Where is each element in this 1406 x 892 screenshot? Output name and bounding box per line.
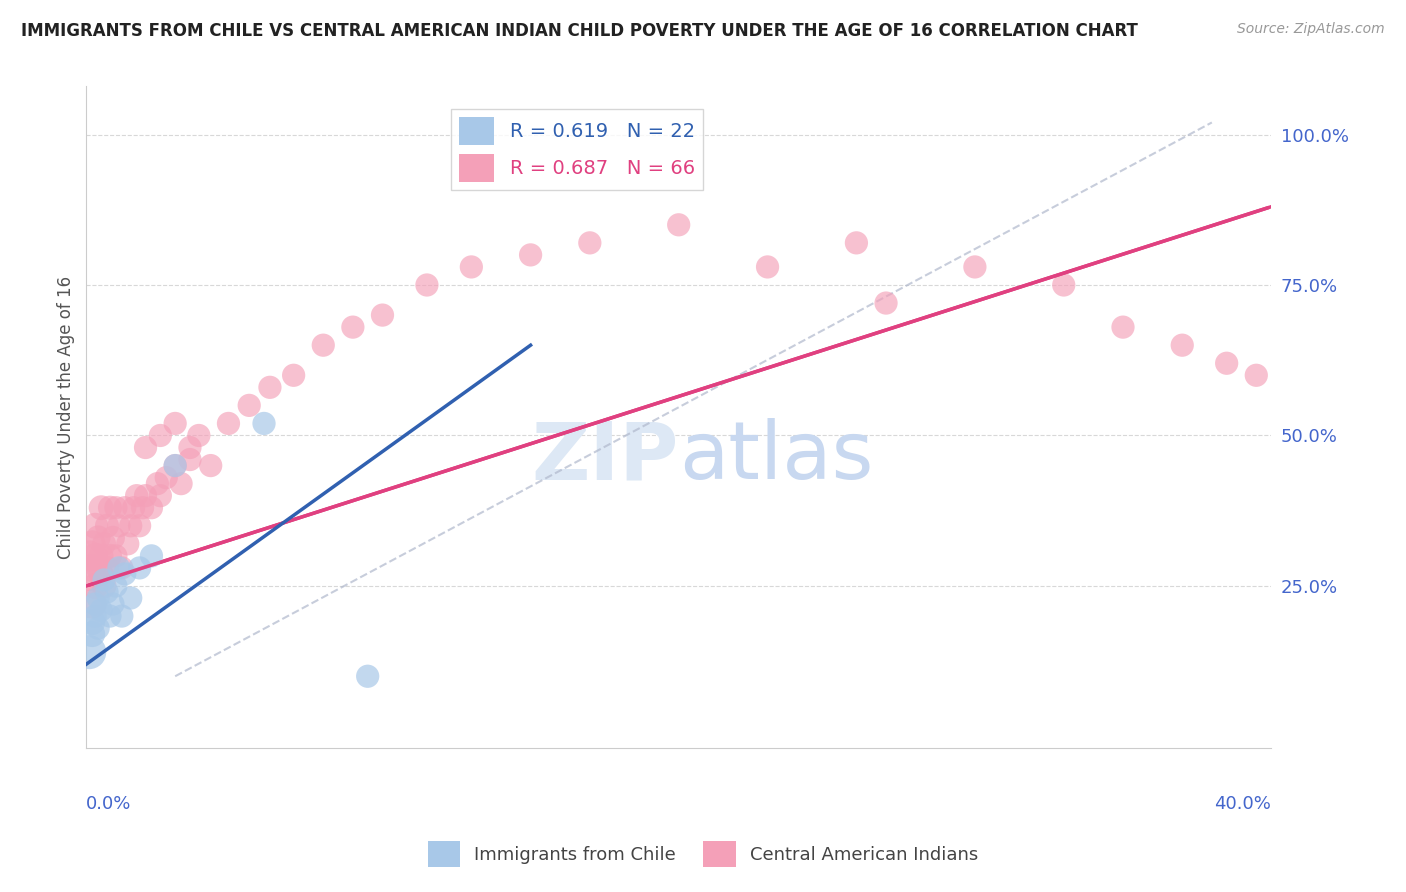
Point — [120, 518, 142, 533]
Point — [93, 573, 115, 587]
Point — [82, 561, 104, 575]
Point — [342, 320, 364, 334]
Text: ZIP: ZIP — [531, 418, 679, 496]
Point — [84, 597, 107, 611]
Point — [131, 500, 153, 515]
Point — [84, 518, 107, 533]
Point — [1053, 278, 1076, 293]
Point — [90, 500, 112, 515]
Point — [93, 537, 115, 551]
Point — [165, 458, 187, 473]
Point — [98, 549, 121, 563]
Point — [283, 368, 305, 383]
Point — [179, 441, 201, 455]
Point — [141, 500, 163, 515]
Point — [170, 476, 193, 491]
Point — [111, 609, 134, 624]
Point — [120, 591, 142, 605]
Point — [108, 561, 131, 575]
Point — [101, 531, 124, 545]
Y-axis label: Child Poverty Under the Age of 16: Child Poverty Under the Age of 16 — [58, 276, 75, 559]
Point — [1246, 368, 1268, 383]
Point — [128, 561, 150, 575]
Point — [146, 476, 169, 491]
Text: Source: ZipAtlas.com: Source: ZipAtlas.com — [1237, 22, 1385, 37]
Point — [238, 398, 260, 412]
Point — [756, 260, 779, 274]
Point — [77, 566, 100, 581]
Point — [416, 278, 439, 293]
Point — [111, 561, 134, 575]
Point — [217, 417, 239, 431]
Point — [77, 549, 100, 563]
Point — [82, 597, 104, 611]
Point — [845, 235, 868, 250]
Point — [114, 566, 136, 581]
Point — [104, 579, 127, 593]
Point — [82, 615, 104, 629]
Point — [84, 609, 107, 624]
Point — [312, 338, 335, 352]
Point — [117, 537, 139, 551]
Point — [125, 489, 148, 503]
Point — [101, 597, 124, 611]
Point — [98, 609, 121, 624]
Point — [579, 235, 602, 250]
Point — [668, 218, 690, 232]
Point — [87, 561, 110, 575]
Point — [875, 296, 897, 310]
Point — [253, 417, 276, 431]
Point — [90, 566, 112, 581]
Point — [200, 458, 222, 473]
Point — [371, 308, 394, 322]
Text: IMMIGRANTS FROM CHILE VS CENTRAL AMERICAN INDIAN CHILD POVERTY UNDER THE AGE OF : IMMIGRANTS FROM CHILE VS CENTRAL AMERICA… — [21, 22, 1137, 40]
Point — [104, 549, 127, 563]
Point — [87, 531, 110, 545]
Point — [87, 621, 110, 635]
Point — [82, 537, 104, 551]
Point — [98, 500, 121, 515]
Point — [187, 428, 209, 442]
Point — [1112, 320, 1135, 334]
Point — [179, 452, 201, 467]
Point — [149, 489, 172, 503]
Point — [96, 585, 118, 599]
Text: 0.0%: 0.0% — [86, 795, 132, 813]
Point — [165, 417, 187, 431]
Point — [135, 441, 157, 455]
Point — [141, 549, 163, 563]
Point — [460, 260, 482, 274]
Point — [82, 627, 104, 641]
Point — [155, 470, 177, 484]
Point — [122, 500, 145, 515]
Point — [96, 561, 118, 575]
Point — [357, 669, 380, 683]
Point — [149, 428, 172, 442]
Point — [108, 518, 131, 533]
Point — [84, 549, 107, 563]
Point — [77, 645, 100, 659]
Point — [90, 549, 112, 563]
Legend: Immigrants from Chile, Central American Indians: Immigrants from Chile, Central American … — [420, 834, 986, 874]
Point — [135, 489, 157, 503]
Point — [128, 518, 150, 533]
Point — [963, 260, 986, 274]
Point — [259, 380, 281, 394]
Point — [87, 591, 110, 605]
Text: atlas: atlas — [679, 418, 873, 496]
Point — [84, 579, 107, 593]
Point — [93, 579, 115, 593]
Point — [90, 603, 112, 617]
Legend: R = 0.619   N = 22, R = 0.687   N = 66: R = 0.619 N = 22, R = 0.687 N = 66 — [451, 110, 703, 190]
Point — [104, 500, 127, 515]
Point — [1215, 356, 1237, 370]
Point — [114, 500, 136, 515]
Point — [165, 458, 187, 473]
Text: 40.0%: 40.0% — [1215, 795, 1271, 813]
Point — [519, 248, 541, 262]
Point — [1171, 338, 1194, 352]
Point — [96, 518, 118, 533]
